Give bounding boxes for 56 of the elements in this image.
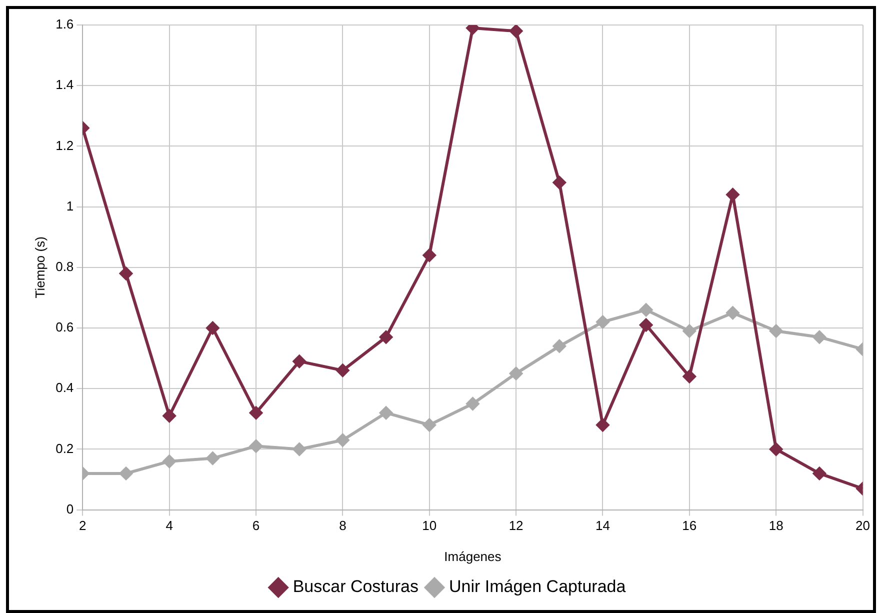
point xyxy=(250,440,263,453)
point xyxy=(640,318,653,332)
point xyxy=(422,248,436,262)
x-tick-label: 6 xyxy=(252,518,260,534)
point xyxy=(682,324,696,338)
point xyxy=(812,330,826,344)
y-tick-label: 0.4 xyxy=(56,380,74,396)
y-tick-label: 0.8 xyxy=(56,258,74,274)
y-tick-label: 1 xyxy=(66,198,74,214)
x-tick-label: 18 xyxy=(768,518,784,534)
point xyxy=(120,266,133,280)
point xyxy=(510,25,523,38)
point xyxy=(120,466,133,480)
point xyxy=(206,322,220,334)
x-axis-title: Imágenes xyxy=(444,548,502,564)
point xyxy=(466,397,480,410)
x-tick-label: 20 xyxy=(856,518,870,534)
x-tick-label: 8 xyxy=(339,518,346,534)
y-tick-label: 0 xyxy=(66,501,74,516)
point xyxy=(596,315,610,328)
point xyxy=(380,406,393,420)
x-tick-label: 14 xyxy=(596,518,610,534)
x-tick-label: 2 xyxy=(79,518,86,534)
point xyxy=(380,330,393,344)
point xyxy=(162,454,176,468)
point xyxy=(336,364,350,377)
point xyxy=(292,442,306,456)
x-tick-label: 12 xyxy=(508,518,524,534)
legend-label: Buscar Costuras xyxy=(292,577,418,596)
legend-label: Unir Imágen Capturada xyxy=(448,577,626,596)
point xyxy=(552,340,566,353)
point xyxy=(250,406,263,420)
point xyxy=(336,434,350,447)
y-axis-title: Tiempo (s) xyxy=(32,236,48,298)
y-tick-label: 1.2 xyxy=(56,138,74,153)
x-tick-label: 16 xyxy=(682,518,697,534)
point xyxy=(552,176,566,190)
point xyxy=(726,188,740,202)
y-tick-label: 0.6 xyxy=(56,320,74,335)
y-tick-label: 0.2 xyxy=(56,440,74,456)
y-tick-label: 1.6 xyxy=(56,16,74,32)
point xyxy=(596,418,610,432)
x-tick-label: 4 xyxy=(166,518,173,534)
point xyxy=(292,354,306,368)
point xyxy=(640,303,653,316)
point xyxy=(770,442,783,456)
point xyxy=(162,409,176,422)
x-tick-label: 10 xyxy=(422,518,437,534)
point xyxy=(682,370,696,383)
point xyxy=(206,452,220,465)
y-tick-label: 1.4 xyxy=(56,77,74,92)
point xyxy=(510,366,523,380)
point xyxy=(770,324,783,338)
point xyxy=(812,466,826,480)
point xyxy=(422,418,436,432)
point xyxy=(726,306,740,320)
